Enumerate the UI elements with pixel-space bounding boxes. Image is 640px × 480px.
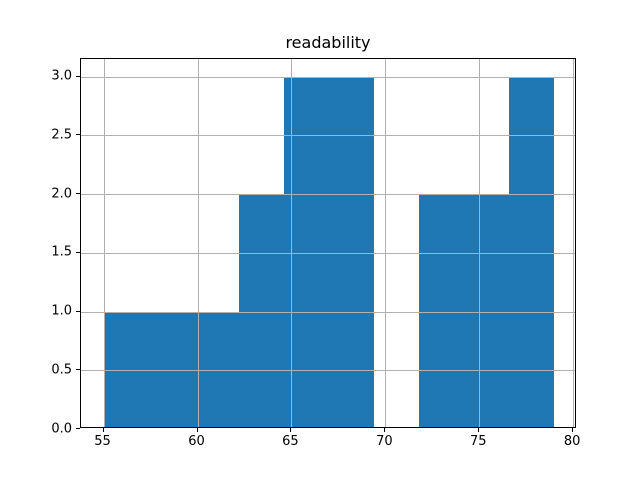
- x-tick-label: 55: [94, 434, 111, 449]
- x-tick-label: 75: [470, 434, 487, 449]
- y-tick-mark: [76, 369, 80, 371]
- x-tick-mark: [384, 428, 386, 432]
- chart-title: readability: [285, 33, 371, 52]
- x-tick-mark: [290, 428, 292, 432]
- y-tick-mark: [76, 310, 80, 312]
- gridline-vertical: [291, 59, 293, 427]
- x-tick-mark: [572, 428, 574, 432]
- gridline-horizontal: [81, 76, 575, 78]
- gridline-vertical: [103, 59, 105, 427]
- x-tick-label: 60: [188, 434, 205, 449]
- y-tick-mark: [76, 251, 80, 253]
- plot-area: [80, 58, 576, 428]
- y-tick-label: 1.5: [51, 244, 72, 260]
- gridline-vertical: [385, 59, 387, 427]
- y-tick-label: 0.5: [51, 362, 72, 378]
- gridline-horizontal: [81, 194, 575, 196]
- gridline-horizontal: [81, 252, 575, 254]
- y-tick-mark: [76, 428, 80, 429]
- histogram-bar: [103, 311, 149, 427]
- histogram-bar: [238, 194, 284, 427]
- gridline-horizontal: [81, 370, 575, 372]
- x-tick-label: 80: [563, 434, 581, 449]
- y-tick-mark: [76, 75, 80, 77]
- x-tick-mark: [478, 428, 480, 432]
- x-tick-label: 70: [376, 434, 393, 449]
- x-tick-mark: [102, 428, 104, 432]
- y-tick-label: 1.0: [51, 303, 72, 319]
- x-tick-mark: [196, 428, 198, 432]
- y-tick-label: 0.0: [51, 421, 72, 436]
- y-tick-label: 3.0: [51, 68, 72, 84]
- histogram-bar: [329, 76, 375, 427]
- gridline-horizontal: [81, 135, 575, 137]
- gridline-horizontal: [81, 311, 575, 313]
- x-tick-label: 65: [282, 434, 299, 449]
- histogram-bar: [464, 194, 510, 427]
- y-tick-mark: [76, 134, 80, 136]
- gridline-vertical: [479, 59, 481, 427]
- gridline-vertical: [197, 59, 199, 427]
- gridline-vertical: [573, 59, 575, 427]
- histogram-bar: [509, 76, 555, 427]
- y-tick-label: 2.0: [51, 186, 72, 202]
- y-tick-mark: [76, 193, 80, 195]
- histogram-bar: [193, 311, 239, 427]
- histogram-bar: [419, 194, 465, 427]
- histogram-bar: [148, 311, 194, 427]
- y-tick-label: 2.5: [51, 127, 72, 143]
